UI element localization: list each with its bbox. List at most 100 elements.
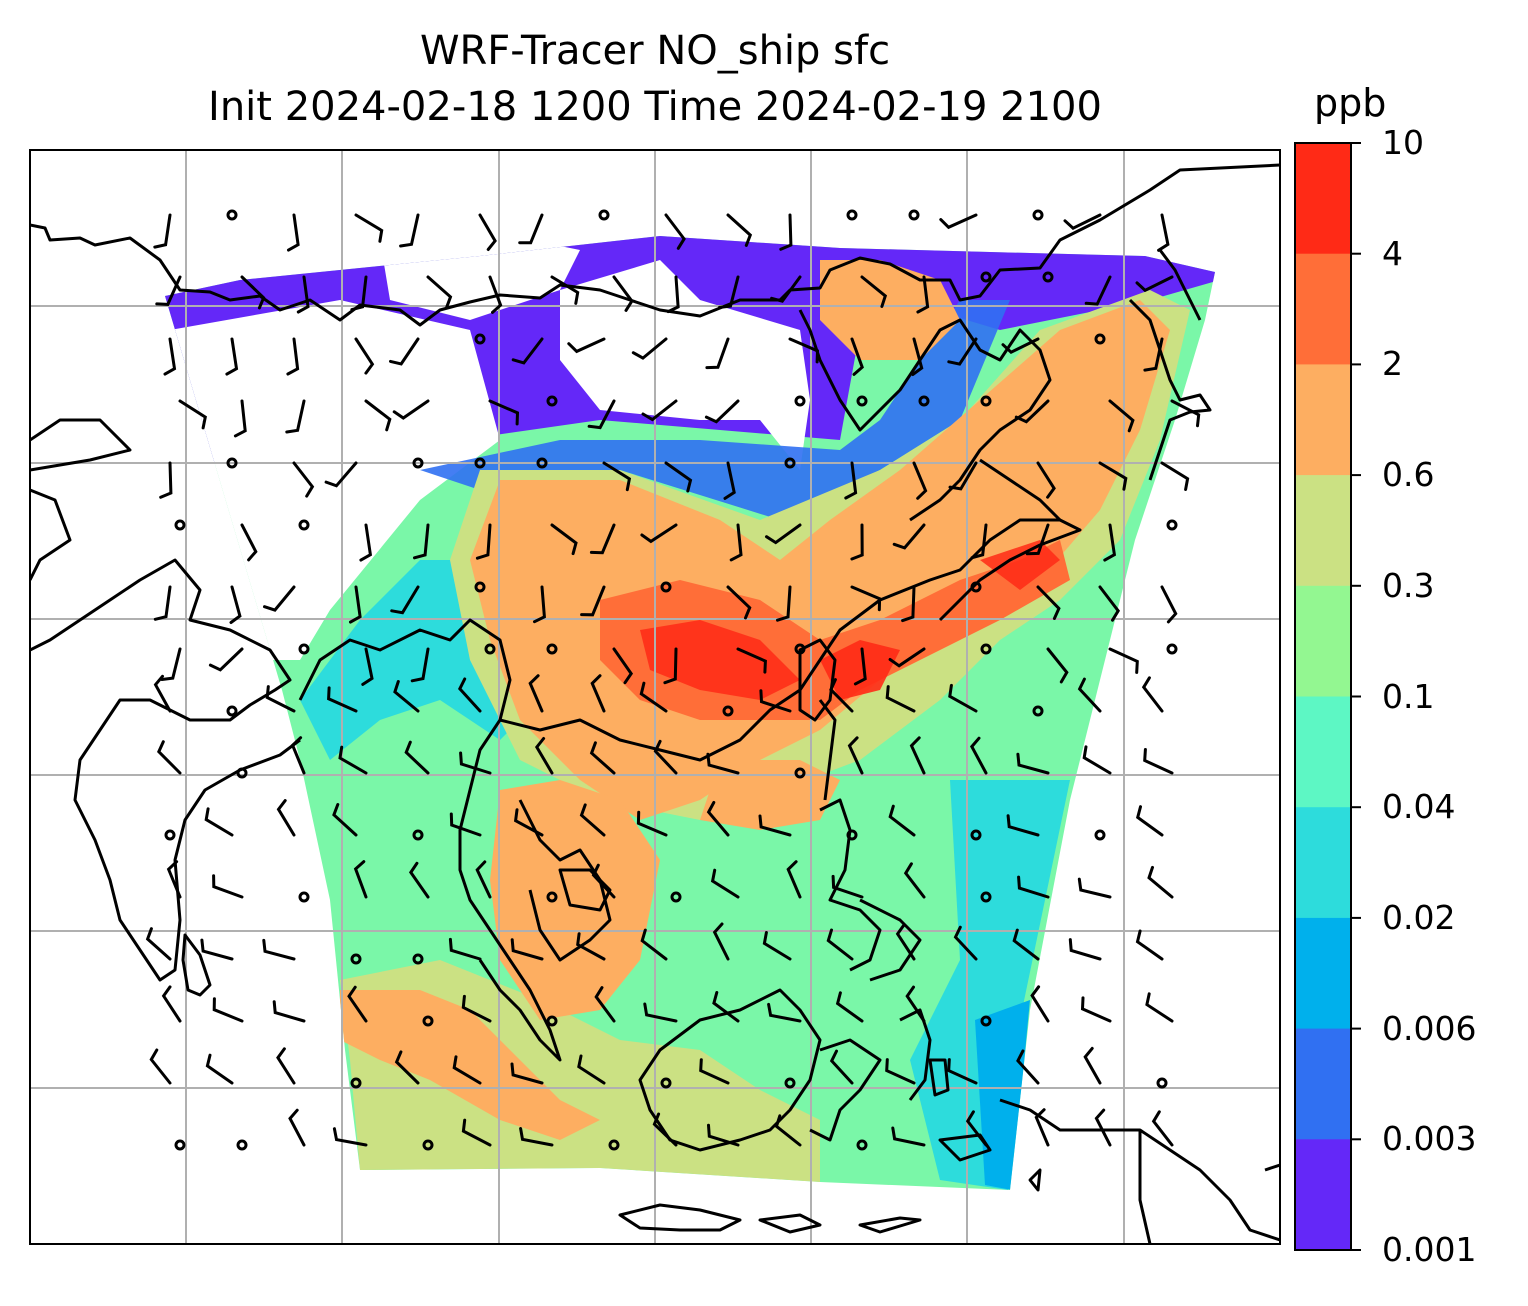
wind-barb bbox=[726, 585, 752, 620]
wind-barb bbox=[229, 585, 242, 624]
wind-barb bbox=[1160, 461, 1190, 491]
wind-barb bbox=[885, 1058, 916, 1085]
wind-barb bbox=[892, 523, 926, 550]
wind-barb bbox=[948, 461, 978, 491]
calm-wind-marker bbox=[660, 581, 672, 593]
wind-barb bbox=[888, 804, 916, 837]
calm-wind-marker bbox=[236, 1139, 248, 1151]
wind-barb bbox=[1103, 523, 1117, 562]
wind-barb bbox=[779, 213, 793, 251]
wind-barb bbox=[1017, 875, 1050, 899]
wind-barb bbox=[393, 680, 420, 713]
calm-wind-marker bbox=[918, 395, 930, 407]
wind-barb bbox=[518, 213, 544, 245]
colorbar-segment bbox=[1295, 807, 1351, 919]
wind-barb bbox=[770, 275, 802, 303]
wind-barb bbox=[718, 275, 740, 309]
wind-barb bbox=[354, 337, 375, 375]
wind-barb bbox=[347, 985, 368, 1023]
colorbar-segment bbox=[1295, 585, 1351, 697]
wind-barb bbox=[263, 585, 296, 612]
wind-barb bbox=[829, 1049, 854, 1085]
wind-barb bbox=[475, 860, 492, 899]
colorbar-frame bbox=[1294, 142, 1352, 1251]
wind-barb bbox=[488, 399, 520, 426]
wind-barb bbox=[895, 923, 916, 961]
calm-wind-marker bbox=[794, 395, 806, 407]
wind-barb bbox=[641, 399, 678, 422]
wind-barb bbox=[589, 741, 616, 775]
wind-barb bbox=[664, 213, 686, 250]
wind-barb bbox=[534, 737, 554, 775]
wind-barb bbox=[153, 213, 172, 249]
wind-barb bbox=[723, 461, 736, 500]
wind-barb bbox=[631, 337, 668, 360]
calm-wind-marker bbox=[164, 829, 176, 841]
wind-barb bbox=[947, 337, 978, 366]
wind-barb bbox=[765, 523, 802, 545]
wind-barb bbox=[160, 647, 182, 681]
colorbar-unit-label: ppb bbox=[1314, 81, 1387, 125]
wind-barb bbox=[612, 275, 634, 312]
wind-barb bbox=[204, 807, 234, 837]
colorbar-segment bbox=[1295, 364, 1351, 476]
wind-barb bbox=[707, 1123, 740, 1147]
calm-wind-marker bbox=[856, 395, 868, 407]
wind-barb bbox=[1036, 585, 1061, 620]
wind-barb bbox=[288, 1108, 306, 1147]
calm-wind-marker bbox=[412, 953, 424, 965]
calm-wind-marker bbox=[546, 395, 558, 407]
wind-barb bbox=[953, 925, 978, 961]
colorbar-segment bbox=[1295, 143, 1351, 255]
wind-barb bbox=[408, 861, 430, 899]
wind-barb bbox=[511, 337, 544, 365]
wind-barb bbox=[478, 213, 497, 251]
calm-wind-marker bbox=[1032, 705, 1044, 717]
wind-barb bbox=[706, 752, 740, 775]
calm-wind-marker bbox=[1166, 519, 1178, 531]
wind-barb bbox=[594, 986, 616, 1023]
wind-barb bbox=[1147, 865, 1174, 899]
wind-barb bbox=[296, 275, 310, 314]
colorbar-tick-label: 0.1 bbox=[1382, 676, 1435, 716]
wind-barb bbox=[208, 647, 244, 672]
calm-wind-marker bbox=[546, 1015, 558, 1027]
wind-barb bbox=[155, 275, 182, 306]
wind-barb bbox=[426, 275, 453, 309]
wind-barb bbox=[1006, 814, 1040, 837]
wind-barb bbox=[850, 523, 864, 561]
wind-barb bbox=[1034, 1108, 1050, 1147]
wind-barb bbox=[664, 461, 693, 493]
colorbar-segment bbox=[1295, 696, 1351, 808]
wind-barb bbox=[513, 808, 544, 837]
calm-wind-marker bbox=[226, 457, 238, 469]
wind-barb bbox=[1170, 399, 1201, 428]
wind-barb bbox=[262, 938, 296, 961]
wind-barb bbox=[200, 938, 234, 961]
wind-barbs bbox=[145, 209, 1201, 1151]
wind-barb bbox=[410, 647, 430, 683]
wind-barb bbox=[459, 751, 492, 775]
calm-wind-marker bbox=[660, 1077, 672, 1089]
wind-barb bbox=[286, 337, 300, 376]
wind-barb bbox=[579, 803, 606, 837]
wind-barb bbox=[826, 928, 854, 961]
calm-wind-marker bbox=[1094, 829, 1106, 841]
calm-wind-marker bbox=[980, 271, 992, 283]
calm-wind-marker bbox=[970, 581, 982, 593]
wind-barb bbox=[729, 523, 743, 562]
wind-barb bbox=[885, 685, 916, 713]
wind-barb bbox=[163, 337, 177, 376]
wind-barb bbox=[901, 585, 916, 623]
calm-wind-marker bbox=[474, 457, 486, 469]
wind-barb bbox=[712, 991, 740, 1023]
wind-barb bbox=[404, 740, 430, 775]
wind-barb bbox=[712, 922, 730, 961]
wind-barb bbox=[699, 1058, 730, 1085]
wind-barb bbox=[413, 523, 430, 560]
wind-barb bbox=[1012, 928, 1040, 961]
wind-barb bbox=[290, 736, 306, 775]
wind-barb bbox=[510, 1062, 544, 1085]
wind-barb bbox=[159, 461, 173, 499]
wind-barb bbox=[970, 523, 988, 560]
